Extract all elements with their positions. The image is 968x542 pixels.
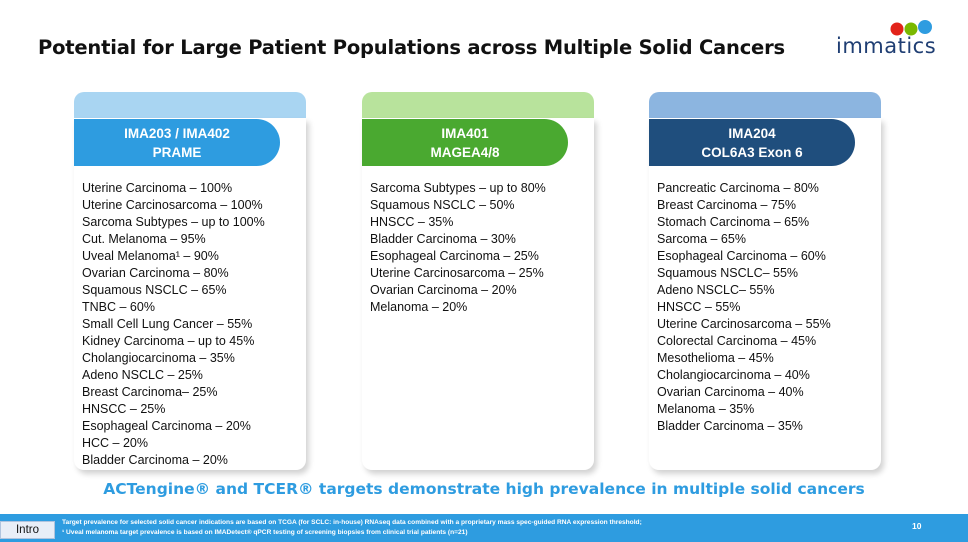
- card-header: IMA204 COL6A3 Exon 6: [649, 119, 855, 166]
- card-prame: IMA203 / IMA402 PRAME Uterine Carcinoma …: [74, 92, 306, 470]
- list-item: Adeno NSCLC – 25%: [82, 368, 203, 382]
- indication-list: Pancreatic Carcinoma – 80% Breast Carcin…: [657, 180, 879, 435]
- slide-title: Potential for Large Patient Populations …: [38, 36, 785, 59]
- card-body: [362, 118, 594, 470]
- list-item: Cholangiocarcinoma – 40%: [657, 368, 810, 382]
- list-item: Bladder Carcinoma – 30%: [370, 232, 516, 246]
- logo-wordmark: immatics: [836, 34, 937, 58]
- card-col6a3: IMA204 COL6A3 Exon 6 Pancreatic Carcinom…: [649, 92, 881, 470]
- list-item: Uterine Carcinosarcoma – 55%: [657, 317, 831, 331]
- list-item: Adeno NSCLC– 55%: [657, 283, 775, 297]
- list-item: Stomach Carcinoma – 65%: [657, 215, 810, 229]
- card-header-target: PRAME: [152, 145, 202, 160]
- card-header-target: COL6A3 Exon 6: [701, 145, 803, 160]
- list-item: Cholangiocarcinoma – 35%: [82, 351, 235, 365]
- list-item: Sarcoma – 65%: [657, 232, 746, 246]
- card-body: [74, 118, 306, 470]
- indication-list: Sarcoma Subtypes – up to 80% Squamous NS…: [370, 180, 592, 316]
- list-item: TNBC – 60%: [82, 300, 155, 314]
- list-item: HNSCC – 35%: [370, 215, 454, 229]
- footer-bar: [0, 514, 968, 542]
- card-body: [649, 118, 881, 470]
- list-item: Squamous NSCLC – 50%: [370, 198, 515, 212]
- list-item: Uterine Carcinosarcoma – 25%: [370, 266, 544, 280]
- card-header-target: MAGEA4/8: [430, 145, 500, 160]
- list-item: Sarcoma Subtypes – up to 100%: [82, 215, 265, 229]
- page-number: 10: [912, 521, 922, 531]
- list-item: Squamous NSCLC– 55%: [657, 266, 799, 280]
- list-item: Kidney Carcinoma – up to 45%: [82, 334, 255, 348]
- list-item: Melanoma – 20%: [370, 300, 468, 314]
- list-item: Pancreatic Carcinoma – 80%: [657, 181, 819, 195]
- list-item: Ovarian Carcinoma – 20%: [370, 283, 517, 297]
- list-item: Bladder Carcinoma – 20%: [82, 453, 228, 467]
- list-item: Uterine Carcinosarcoma – 100%: [82, 198, 263, 212]
- list-item: Uterine Carcinoma – 100%: [82, 181, 233, 195]
- card-header: IMA401 MAGEA4/8: [362, 119, 568, 166]
- card-header-program: IMA401: [441, 126, 489, 141]
- list-item: Colorectal Carcinoma – 45%: [657, 334, 817, 348]
- list-item: Ovarian Carcinoma – 40%: [657, 385, 804, 399]
- list-item: Squamous NSCLC – 65%: [82, 283, 227, 297]
- indication-list: Uterine Carcinoma – 100% Uterine Carcino…: [82, 180, 304, 469]
- section-badge[interactable]: Intro: [0, 521, 55, 539]
- list-item: Esophageal Carcinoma – 60%: [657, 249, 826, 263]
- footnotes: Target prevalence for selected solid can…: [62, 518, 882, 537]
- card-header: IMA203 / IMA402 PRAME: [74, 119, 280, 166]
- list-item: Mesothelioma – 45%: [657, 351, 774, 365]
- list-item: Breast Carcinoma – 75%: [657, 198, 796, 212]
- list-item: HCC – 20%: [82, 436, 148, 450]
- list-item: Cut. Melanoma – 95%: [82, 232, 206, 246]
- list-item: Uveal Melanoma¹ – 90%: [82, 249, 219, 263]
- list-item: Esophageal Carcinoma – 20%: [82, 419, 251, 433]
- list-item: Breast Carcinoma– 25%: [82, 385, 218, 399]
- list-item: Ovarian Carcinoma – 80%: [82, 266, 229, 280]
- list-item: Sarcoma Subtypes – up to 80%: [370, 181, 546, 195]
- list-item: Melanoma – 35%: [657, 402, 755, 416]
- footnote: ¹ Uveal melanoma target prevalence is ba…: [62, 528, 468, 536]
- immatics-logo: immatics: [836, 18, 940, 58]
- list-item: Small Cell Lung Cancer – 55%: [82, 317, 253, 331]
- list-item: HNSCC – 55%: [657, 300, 741, 314]
- card-header-program: IMA204: [728, 126, 776, 141]
- list-item: Bladder Carcinoma – 35%: [657, 419, 803, 433]
- logo-dots-icon: [890, 20, 932, 36]
- tagline: ACTengine® and TCER® targets demonstrate…: [103, 480, 865, 498]
- list-item: HNSCC – 25%: [82, 402, 166, 416]
- card-header-program: IMA203 / IMA402: [124, 126, 230, 141]
- card-magea4: IMA401 MAGEA4/8 Sarcoma Subtypes – up to…: [362, 92, 594, 470]
- footnote: Target prevalence for selected solid can…: [62, 519, 642, 526]
- list-item: Esophageal Carcinoma – 25%: [370, 249, 539, 263]
